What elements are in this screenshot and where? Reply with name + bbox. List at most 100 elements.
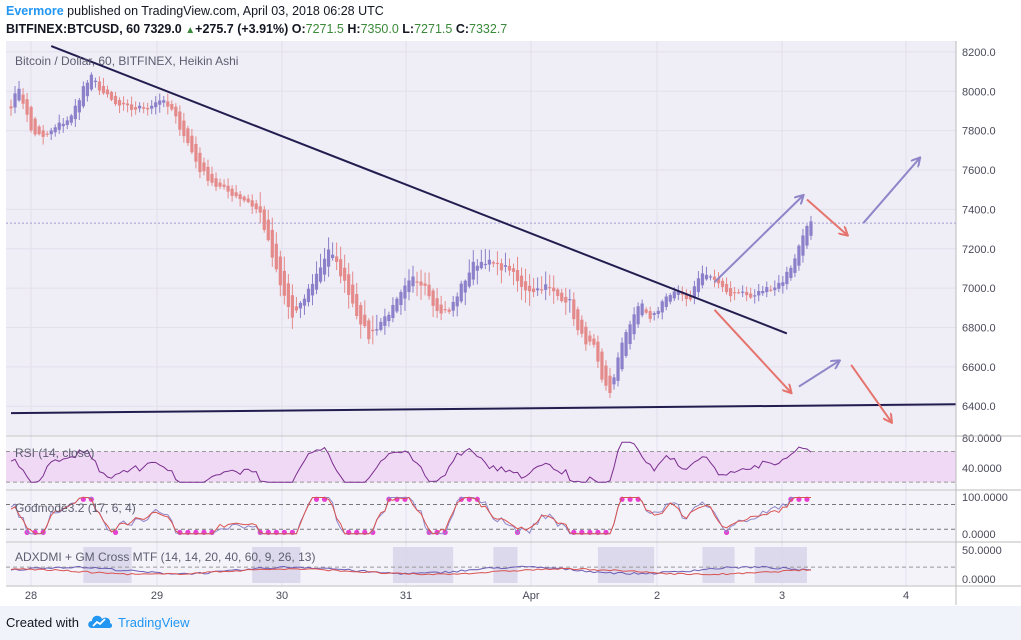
candle-body	[202, 162, 206, 172]
candle-body	[206, 166, 210, 181]
candle-body	[286, 283, 290, 308]
candle-body	[781, 282, 785, 286]
candle-body	[532, 288, 536, 293]
candle-body	[696, 278, 701, 293]
candle-body	[435, 298, 439, 311]
candle-body	[254, 203, 258, 210]
candle-body	[564, 296, 568, 303]
tradingview-link[interactable]: TradingView	[118, 615, 190, 630]
candle-body	[411, 276, 415, 287]
candle-body	[121, 102, 126, 105]
candle-body	[194, 143, 198, 162]
candle-body	[97, 81, 102, 91]
price-tick-label: 6800.0	[962, 322, 996, 334]
indicator-tick-label: 40.0000	[962, 463, 1002, 475]
candle-body	[347, 274, 351, 295]
price-tick-label: 6600.0	[962, 362, 996, 374]
candle-body	[198, 152, 202, 173]
candle-body	[262, 209, 266, 230]
candle-body	[290, 295, 294, 318]
candle-body	[29, 106, 33, 131]
created-with-text: Created with	[6, 615, 79, 630]
candle-body	[359, 305, 363, 325]
rsi-band	[6, 451, 956, 483]
arrow-up-annotation	[862, 158, 919, 224]
candle-body	[523, 281, 528, 291]
indicator-tick-label: 0.0000	[962, 529, 996, 541]
chart-area[interactable]: 80.0000 40.0000 100.0000 0.0000 50.0000 0.000…	[0, 0, 1021, 606]
candle-body	[495, 262, 500, 265]
candle-body	[471, 261, 475, 280]
candle-body	[371, 329, 375, 332]
candle-body	[769, 289, 773, 291]
candle-body	[632, 314, 636, 335]
candle-body	[278, 256, 282, 286]
candle-body	[306, 288, 311, 303]
candle-body	[737, 292, 741, 294]
adx-histogram-block	[702, 547, 735, 583]
candle-body	[258, 206, 262, 213]
footer: Created with TradingView	[0, 606, 1021, 640]
candle-body	[712, 276, 717, 280]
candle-body	[801, 235, 805, 256]
candle-body	[580, 319, 584, 334]
candle-body	[178, 111, 182, 130]
candle-body	[363, 314, 367, 327]
adx-histogram-block	[392, 547, 454, 583]
candle-body	[475, 265, 479, 271]
candle-body	[222, 184, 226, 187]
candle-body	[624, 332, 628, 356]
candle-body	[676, 290, 680, 295]
godmode-label: Godmode3.2 (17, 6, 4)	[15, 501, 136, 515]
candle-body	[596, 341, 600, 362]
candle-body	[672, 291, 676, 299]
price-tick-label: 6400.0	[962, 401, 996, 413]
candle-body	[214, 178, 218, 187]
candle-body	[37, 126, 41, 135]
candle-body	[588, 335, 592, 342]
candle-body	[162, 100, 166, 103]
time-tick-label: 30	[276, 590, 288, 602]
candle-body	[190, 135, 194, 153]
candle-body	[487, 259, 491, 265]
adx-histogram-block	[597, 547, 655, 583]
candle-body	[134, 107, 138, 110]
candle-body	[85, 82, 89, 97]
candle-body	[130, 104, 134, 110]
candle-body	[415, 281, 419, 283]
candle-body	[467, 272, 471, 287]
candle-body	[93, 80, 98, 83]
candle-body	[656, 310, 660, 315]
arrow-up-annotation	[798, 361, 839, 388]
candle-body	[793, 258, 797, 273]
candle-body	[809, 221, 813, 236]
candle-body	[154, 102, 158, 108]
candle-body	[419, 281, 423, 286]
chart-title: Bitcoin / Dollar, 60, BITFINEX, Heikin A…	[15, 54, 238, 68]
rsi-line	[10, 441, 812, 483]
arrow-down-annotation	[713, 309, 791, 393]
trendline	[50, 45, 788, 335]
candle-body	[680, 292, 684, 295]
candle-body	[387, 314, 391, 322]
candle-body	[491, 262, 495, 264]
candle-body	[49, 130, 53, 135]
adx-label: ADXDMI + GM Cross MTF (14, 14, 20, 40, 6…	[15, 550, 315, 564]
tradingview-cloud-icon[interactable]	[86, 612, 114, 632]
candle-body	[789, 267, 793, 278]
candle-body	[716, 278, 721, 284]
author-link[interactable]: Evermore	[6, 4, 64, 18]
candle-body	[403, 285, 407, 299]
candle-body	[61, 123, 65, 127]
adx-histogram-block	[83, 547, 132, 583]
candle-body	[797, 245, 801, 266]
candle-body	[101, 85, 106, 94]
candle-body	[479, 261, 483, 269]
candle-body	[125, 103, 130, 106]
candle-body	[391, 304, 395, 318]
candle-body	[463, 280, 467, 293]
candle-body	[720, 280, 725, 288]
candle-body	[684, 293, 688, 300]
candle-body	[692, 286, 696, 298]
candle-body	[556, 289, 560, 297]
